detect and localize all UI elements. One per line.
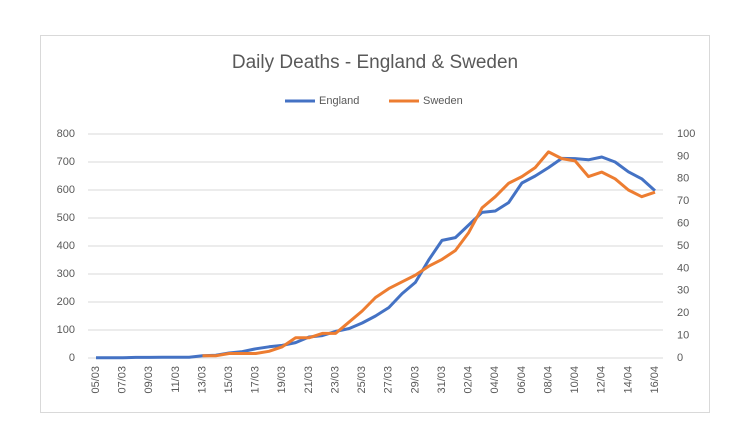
chart-title: Daily Deaths - England & Sweden [232,52,518,73]
x-tick-label: 25/03 [356,366,368,394]
y-tick-label: 100 [57,324,75,336]
y-tick-label: 600 [57,184,75,196]
y-tick-label: 700 [57,156,75,168]
x-tick-label: 12/04 [596,366,608,394]
y2-tick-label: 40 [677,262,689,274]
x-tick-label: 29/03 [409,366,421,394]
y2-tick-label: 100 [677,128,695,140]
x-tick-label: 15/03 [223,366,235,394]
y2-tick-label: 80 [677,173,689,185]
chart-frame [40,35,710,413]
y2-tick-label: 70 [677,195,689,207]
legend-label: Sweden [423,95,463,107]
x-tick-label: 31/03 [436,366,448,394]
x-tick-label: 21/03 [303,366,315,394]
y2-tick-label: 30 [677,285,689,297]
legend-label: England [319,95,359,107]
x-tick-label: 02/04 [463,366,475,394]
x-tick-label: 11/03 [170,366,182,393]
x-tick-label: 08/04 [542,366,554,394]
y2-tick-label: 20 [677,307,689,319]
y-tick-label: 500 [57,212,75,224]
y-tick-label: 0 [69,352,75,364]
x-tick-label: 10/04 [569,366,581,394]
x-tick-label: 04/04 [489,366,501,394]
y2-tick-label: 0 [677,352,683,364]
x-tick-label: 23/03 [329,366,341,394]
series-line [202,150,656,358]
y-tick-label: 400 [57,240,75,252]
y-tick-label: 300 [57,268,75,280]
y-tick-label: 200 [57,296,75,308]
y2-tick-label: 10 [677,330,689,342]
x-tick-label: 14/04 [622,366,634,394]
y2-tick-label: 60 [677,218,689,230]
y2-tick-label: 50 [677,240,689,252]
x-tick-label: 06/04 [516,366,528,394]
x-tick-label: 13/03 [196,366,208,394]
x-tick-label: 05/03 [90,366,102,394]
y-tick-label: 800 [57,128,75,140]
x-tick-label: 19/03 [276,366,288,394]
y2-tick-label: 90 [677,150,689,162]
x-tick-label: 17/03 [250,366,262,394]
x-tick-label: 07/03 [117,366,129,394]
x-tick-label: 09/03 [143,366,155,394]
x-tick-label: 27/03 [383,366,395,394]
x-tick-label: 16/04 [649,366,661,394]
